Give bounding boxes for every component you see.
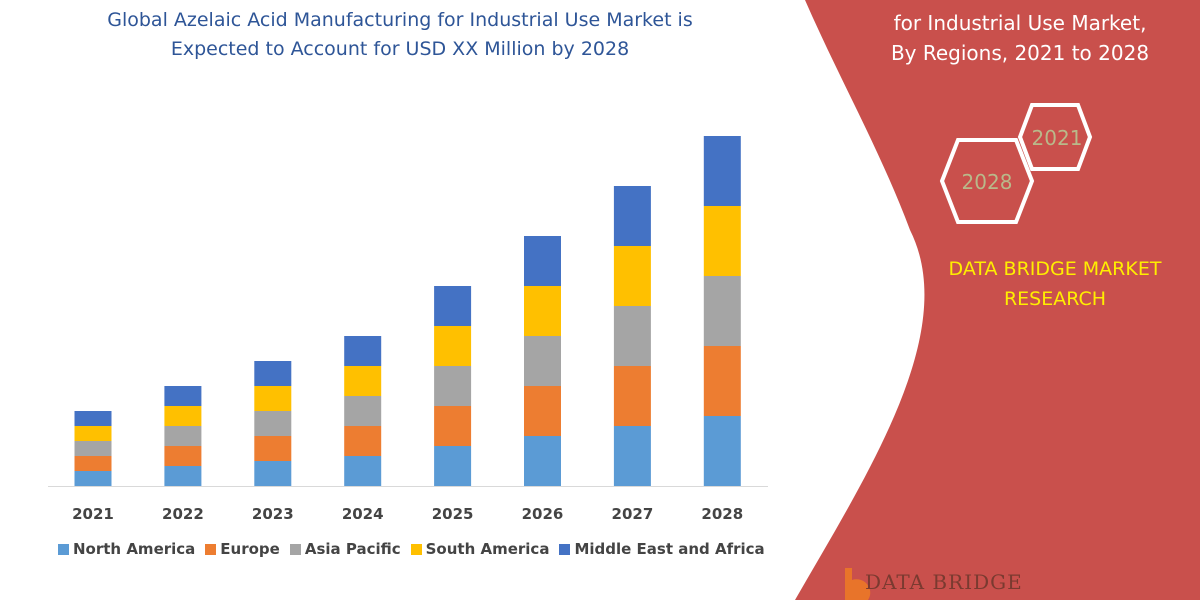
legend-swatch <box>58 543 69 555</box>
x-tick-label: 2028 <box>701 505 743 523</box>
bar-segment-2022-4 <box>164 386 202 406</box>
bar-segment-2025-0 <box>434 446 472 486</box>
bar-segment-2023-4 <box>254 361 292 386</box>
bar-segment-2022-2 <box>164 426 202 446</box>
side-title-line-2: By Regions, 2021 to 2028 <box>890 41 1150 65</box>
legend-item: North America <box>58 540 195 558</box>
logo-icon <box>845 568 871 600</box>
x-tick-label: 2022 <box>162 505 204 523</box>
legend-item: Europe <box>205 540 280 558</box>
bar-segment-2026-3 <box>524 286 561 336</box>
bar-segment-2024-0 <box>344 456 382 486</box>
legend-item: South America <box>410 540 550 558</box>
bar-segment-2025-3 <box>434 326 472 366</box>
legend-swatch <box>205 543 217 555</box>
bar-segment-2023-0 <box>254 461 292 486</box>
hex-2021-label: 2021 <box>1032 126 1083 150</box>
x-tick-label: 2027 <box>612 505 654 523</box>
bar-segment-2024-2 <box>344 396 382 426</box>
bar-segment-2025-2 <box>434 366 472 406</box>
bar-segment-2023-3 <box>254 386 292 411</box>
hexagon-2028 <box>939 138 1035 224</box>
legend-item: Middle East and Africa <box>559 540 765 558</box>
bar-segment-2021-3 <box>74 426 112 441</box>
brand-line-1: DATA BRIDGE MARKET <box>948 258 1162 280</box>
bar-segment-2021-2 <box>74 441 112 456</box>
bar-segment-2028-1 <box>703 346 741 416</box>
legend-label: Asia Pacific <box>304 540 401 558</box>
legend-label: Europe <box>220 540 280 558</box>
bar-segment-2026-0 <box>524 436 561 486</box>
bar-segment-2027-0 <box>613 426 651 486</box>
bar-segment-2021-0 <box>74 471 112 486</box>
bar-segment-2025-1 <box>434 406 472 446</box>
chart-title: Global Azelaic Acid Manufacturing for In… <box>40 6 760 64</box>
brand-text: DATA BRIDGE MARKET RESEARCH <box>920 254 1190 314</box>
bar-segment-2025-4 <box>434 286 472 326</box>
bar-segment-2027-3 <box>613 246 651 306</box>
bar-segment-2022-3 <box>164 406 202 426</box>
side-title-line-1: for Industrial Use Market, <box>893 11 1147 35</box>
stacked-bar-chart: 2021 2022 2023 2024 2025 2026 2027 2028 <box>48 136 768 523</box>
red-side-panel <box>795 0 1200 600</box>
side-panel-title: for Industrial Use Market, By Regions, 2… <box>835 8 1200 68</box>
bar-segment-2024-1 <box>344 426 382 456</box>
x-tick-label: 2023 <box>252 505 294 523</box>
x-tick-label: 2026 <box>522 505 564 523</box>
x-tick-label: 2024 <box>342 505 384 523</box>
bar-segment-2022-1 <box>164 446 202 466</box>
bar-segment-2028-4 <box>703 136 741 206</box>
bar-segment-2028-0 <box>703 416 741 486</box>
bar-segment-2021-1 <box>74 456 112 471</box>
bar-segment-2023-2 <box>254 411 292 436</box>
bar-segment-2021-4 <box>74 411 112 426</box>
bar-segment-2026-1 <box>524 386 561 436</box>
legend-label: South America <box>425 540 550 558</box>
logo-text: DATA BRIDGE <box>865 570 1023 594</box>
bar-segment-2027-1 <box>613 366 651 426</box>
bar-segment-2024-3 <box>344 366 382 396</box>
legend-label: Middle East and Africa <box>574 540 765 558</box>
x-tick-label: 2025 <box>432 505 474 523</box>
bar-segment-2024-4 <box>344 336 382 366</box>
brand-line-2: RESEARCH <box>1003 288 1107 310</box>
legend-swatch <box>289 543 301 555</box>
title-line-1: Global Azelaic Acid Manufacturing for In… <box>107 9 693 31</box>
bar-segment-2026-2 <box>524 336 561 386</box>
bar-segment-2026-4 <box>524 236 561 286</box>
legend-label: North America <box>73 540 196 558</box>
x-tick-label: 2021 <box>72 505 114 523</box>
legend: North America Europe Asia Pacific South Ame… <box>58 540 765 558</box>
legend-item: Asia Pacific <box>289 540 401 558</box>
bar-segment-2023-1 <box>254 436 292 461</box>
bar-segment-2028-2 <box>703 276 741 346</box>
hex-2028-label: 2028 <box>962 170 1013 194</box>
bar-segment-2027-2 <box>613 306 651 366</box>
legend-swatch <box>559 543 571 555</box>
hexagon-2021 <box>1017 103 1093 171</box>
title-line-2: Expected to Account for USD XX Million b… <box>170 38 630 60</box>
bar-segment-2028-3 <box>703 206 741 276</box>
legend-swatch <box>410 543 422 555</box>
bar-segment-2027-4 <box>613 186 651 246</box>
bar-segment-2022-0 <box>164 466 202 486</box>
